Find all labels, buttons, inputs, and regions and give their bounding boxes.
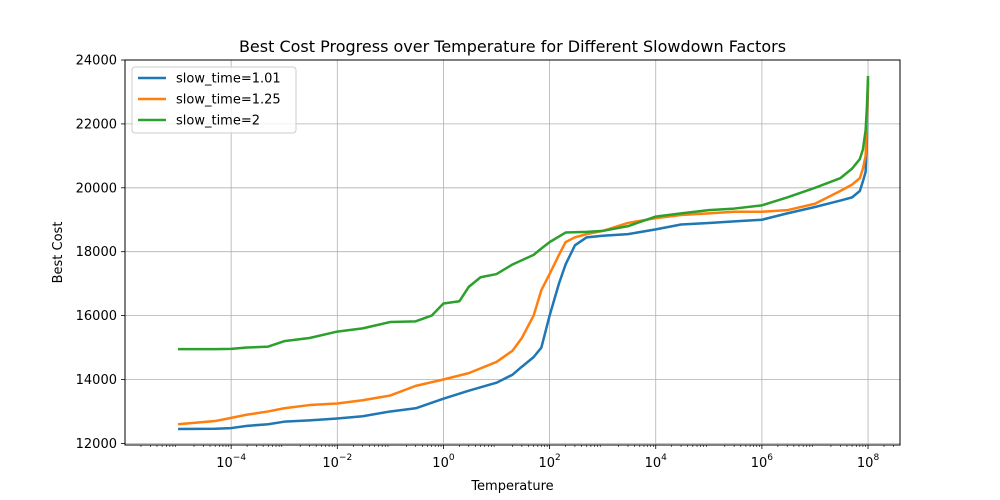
y-tick-label: 20000 (76, 181, 117, 196)
y-tick-label: 16000 (76, 309, 117, 324)
x-tick-label: 102 (538, 453, 560, 471)
y-tick-label: 12000 (76, 437, 117, 452)
x-tick-label: 104 (645, 453, 668, 471)
x-axis-ticks: 10−4 10−2 100 102 104 106 108 (140, 445, 894, 471)
legend-box (131, 66, 297, 134)
y-tick-label: 24000 (76, 54, 117, 69)
x-tick-label: 10−2 (322, 453, 352, 471)
legend-label-3: slow_time=2 (176, 114, 260, 129)
legend-label-2: slow_time=1.25 (176, 93, 281, 108)
y-axis-title: Best Cost (51, 222, 66, 284)
x-tick-label: 100 (432, 453, 455, 471)
legend: slow_time=1.01 slow_time=1.25 slow_time=2 (131, 66, 297, 134)
y-tick-label: 22000 (76, 117, 117, 132)
chart-title: Best Cost Progress over Temperature for … (239, 37, 786, 56)
x-tick-label: 10−4 (216, 453, 246, 471)
series-line-1 (178, 82, 870, 431)
series-lines (177, 75, 870, 431)
y-axis-ticks: 12000 14000 16000 18000 20000 22000 24000 (76, 54, 125, 452)
x-axis-title: Temperature (470, 479, 553, 494)
legend-label-1: slow_time=1.01 (176, 72, 281, 87)
x-tick-label: 106 (751, 453, 774, 471)
y-tick-label: 18000 (76, 245, 117, 260)
series-line-3 (178, 75, 870, 351)
x-tick-label: 108 (857, 453, 880, 471)
series-line-2 (177, 79, 870, 426)
y-tick-label: 14000 (76, 373, 117, 388)
